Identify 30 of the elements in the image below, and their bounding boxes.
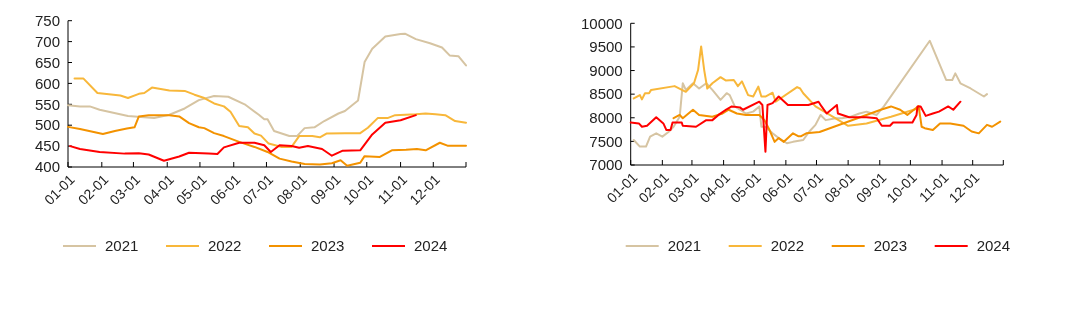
line-series (67, 32, 467, 138)
legend-label: 2023 (311, 237, 345, 255)
y-tick-label: 400 (34, 158, 60, 176)
y-tick-label: 450 (34, 137, 60, 155)
y-tick-label: 10000 (580, 14, 623, 32)
line-series (672, 104, 1002, 143)
y-tick-label: 700 (34, 32, 60, 50)
y-tick-label: 9500 (589, 38, 623, 56)
legend-label: 2022 (208, 237, 242, 255)
y-tick-label: 600 (34, 74, 60, 92)
legend-label: 2023 (873, 237, 908, 255)
line-series (629, 95, 962, 153)
legend-label: 2021 (667, 237, 702, 255)
legend-label: 2021 (105, 237, 139, 255)
line-series (632, 45, 921, 127)
y-tick-label: 550 (34, 95, 60, 113)
line-series (73, 77, 467, 148)
y-tick-label: 7500 (589, 132, 623, 150)
y-tick-label: 7000 (589, 156, 623, 174)
y-tick-label: 8000 (589, 109, 623, 127)
y-tick-label: 8500 (589, 85, 623, 103)
line-series (69, 114, 417, 162)
y-tick-label: 750 (34, 11, 60, 29)
legend-label: 2024 (414, 237, 448, 255)
legend-label: 2022 (770, 237, 805, 255)
legend-label: 2024 (976, 237, 1011, 255)
y-tick-label: 650 (34, 53, 60, 71)
line-series (632, 39, 988, 148)
y-tick-label: 500 (34, 116, 60, 134)
y-tick-label: 9000 (589, 61, 623, 79)
